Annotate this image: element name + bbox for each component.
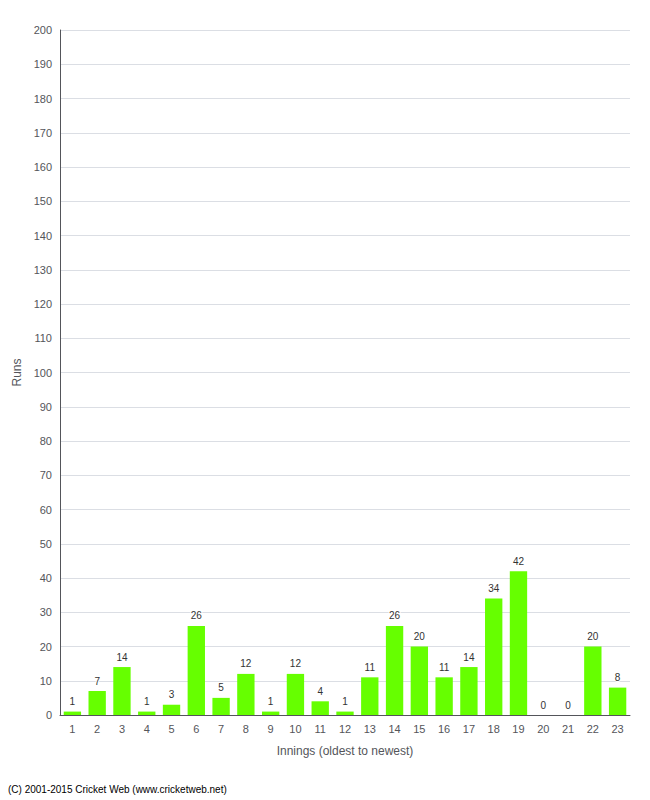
svg-text:90: 90 [40, 401, 52, 413]
svg-text:180: 180 [34, 93, 52, 105]
svg-text:13: 13 [364, 723, 376, 735]
svg-text:80: 80 [40, 435, 52, 447]
svg-text:130: 130 [34, 264, 52, 276]
svg-text:21: 21 [562, 723, 574, 735]
svg-text:120: 120 [34, 298, 52, 310]
svg-text:11: 11 [439, 662, 450, 673]
svg-text:15: 15 [413, 723, 425, 735]
svg-text:170: 170 [34, 127, 52, 139]
svg-text:40: 40 [40, 572, 52, 584]
svg-text:12: 12 [290, 658, 302, 669]
svg-text:160: 160 [34, 161, 52, 173]
svg-text:9: 9 [268, 723, 274, 735]
svg-text:7: 7 [94, 676, 100, 687]
svg-text:150: 150 [34, 195, 52, 207]
svg-text:1: 1 [69, 723, 75, 735]
svg-text:5: 5 [218, 682, 224, 693]
svg-text:14: 14 [388, 723, 400, 735]
svg-text:140: 140 [34, 230, 52, 242]
svg-text:4: 4 [144, 723, 150, 735]
svg-text:23: 23 [611, 723, 623, 735]
svg-text:1: 1 [268, 696, 274, 707]
svg-text:12: 12 [240, 658, 252, 669]
svg-text:16: 16 [438, 723, 450, 735]
svg-text:19: 19 [512, 723, 524, 735]
svg-text:14: 14 [463, 652, 475, 663]
svg-text:20: 20 [414, 631, 426, 642]
svg-text:0: 0 [46, 709, 52, 721]
svg-text:20: 20 [40, 641, 52, 653]
svg-text:7: 7 [218, 723, 224, 735]
svg-text:11: 11 [315, 723, 326, 735]
svg-text:20: 20 [537, 723, 549, 735]
svg-text:1: 1 [70, 696, 76, 707]
svg-text:50: 50 [40, 538, 52, 550]
svg-text:6: 6 [193, 723, 199, 735]
svg-text:18: 18 [488, 723, 500, 735]
svg-text:190: 190 [34, 58, 52, 70]
svg-text:60: 60 [40, 504, 52, 516]
svg-text:110: 110 [34, 332, 52, 344]
svg-text:0: 0 [565, 700, 571, 711]
svg-text:26: 26 [389, 610, 401, 621]
svg-text:3: 3 [119, 723, 125, 735]
svg-text:42: 42 [513, 556, 525, 567]
svg-text:8: 8 [243, 723, 249, 735]
svg-text:22: 22 [587, 723, 599, 735]
svg-text:20: 20 [587, 631, 599, 642]
svg-text:2: 2 [94, 723, 100, 735]
svg-text:10: 10 [40, 675, 52, 687]
svg-text:1: 1 [144, 696, 150, 707]
svg-text:(C) 2001-2015 Cricket Web (www: (C) 2001-2015 Cricket Web (www.cricketwe… [8, 784, 227, 795]
svg-text:26: 26 [191, 610, 203, 621]
svg-text:12: 12 [339, 723, 351, 735]
svg-text:30: 30 [40, 606, 52, 618]
svg-text:11: 11 [365, 662, 376, 673]
svg-text:3: 3 [169, 689, 175, 700]
svg-text:14: 14 [116, 652, 128, 663]
svg-text:8: 8 [615, 672, 621, 683]
svg-text:17: 17 [463, 723, 475, 735]
svg-text:100: 100 [34, 367, 52, 379]
svg-text:1: 1 [342, 696, 348, 707]
svg-text:34: 34 [488, 583, 500, 594]
svg-text:0: 0 [540, 700, 546, 711]
svg-text:Innings (oldest to newest): Innings (oldest to newest) [277, 744, 414, 758]
svg-text:70: 70 [40, 469, 52, 481]
svg-text:5: 5 [168, 723, 174, 735]
svg-text:10: 10 [289, 723, 301, 735]
svg-text:200: 200 [34, 24, 52, 36]
svg-text:4: 4 [317, 686, 323, 697]
svg-text:Runs: Runs [10, 358, 24, 386]
